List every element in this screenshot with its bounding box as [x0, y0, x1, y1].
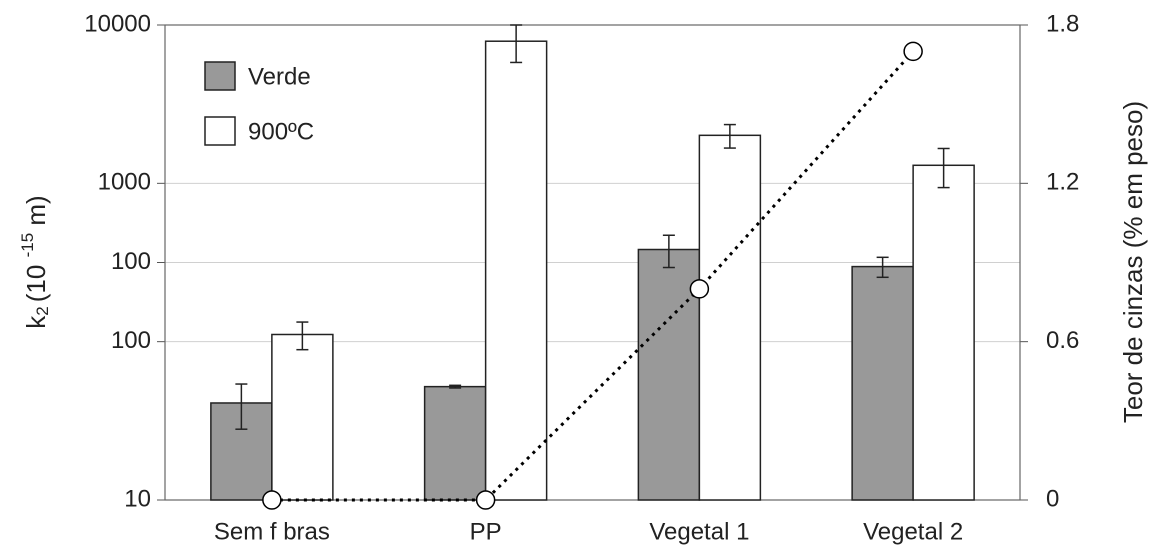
y-axis-label: k2 (10 -15 m): [18, 195, 52, 328]
bar: [271, 333, 334, 501]
bar: [637, 248, 701, 501]
y2-axis-label: Teor de cinzas (% em peso): [1118, 101, 1148, 423]
y-label-part: m): [21, 195, 51, 233]
y-tick-label: 100: [111, 327, 151, 354]
x-tick-label: Sem f bras: [214, 518, 330, 545]
legend-swatch: [204, 116, 236, 146]
y2-tick-label: 0.6: [1046, 327, 1079, 354]
line-marker: [475, 490, 496, 510]
y-tick-label: 10000: [84, 10, 151, 37]
y-label-part: k: [21, 315, 51, 329]
bar: [423, 385, 487, 501]
x-tick-label: Vegetal 1: [649, 518, 749, 545]
bar: [912, 164, 975, 501]
line-marker: [689, 279, 710, 299]
x-tick-label: Vegetal 2: [863, 518, 963, 545]
x-tick-label: PP: [470, 518, 502, 545]
y2-tick-label: 1.8: [1046, 10, 1079, 37]
legend-label: 900ºC: [248, 118, 314, 145]
legend-swatch: [204, 61, 236, 91]
y2-tick-label: 1.2: [1046, 169, 1079, 196]
legend-label: Verde: [248, 63, 311, 90]
y-tick-label: 100: [111, 248, 151, 275]
y-label-sub: 2: [33, 306, 52, 315]
y-label-sup: -15: [18, 233, 37, 258]
y-tick-label: 10: [124, 485, 151, 512]
y-tick-label: 1000: [98, 169, 151, 196]
line-marker: [262, 490, 282, 510]
y-label-part: (10: [21, 257, 51, 302]
plot-frame: [164, 24, 1021, 501]
bar: [851, 265, 914, 501]
y2-tick-label: 0: [1046, 485, 1059, 512]
bar: [484, 40, 548, 501]
line-marker: [903, 41, 923, 62]
line: [271, 50, 915, 502]
bar: [698, 134, 762, 501]
